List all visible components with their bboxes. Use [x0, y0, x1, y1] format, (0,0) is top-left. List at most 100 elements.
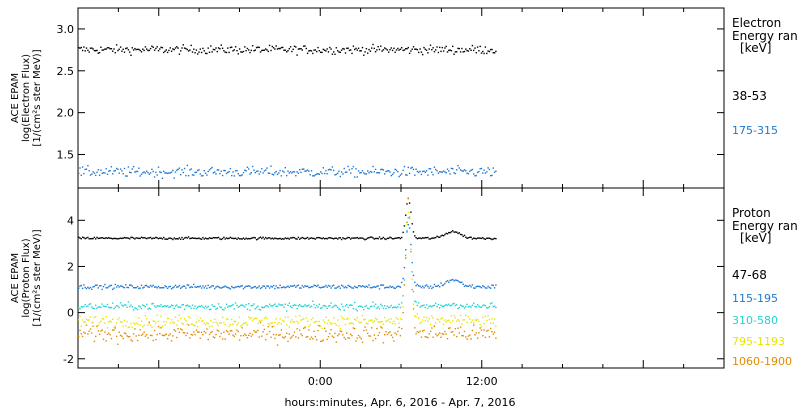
point-1-3-241	[393, 320, 395, 323]
point-1-1-70	[169, 285, 171, 288]
point-1-3-238	[389, 321, 391, 323]
point-1-3-283	[448, 319, 450, 321]
point-1-4-256	[412, 308, 415, 310]
point-1-4-180	[313, 330, 315, 333]
point-0-0-279	[442, 50, 445, 52]
point-1-1-16	[98, 285, 101, 287]
point-1-0-94	[200, 238, 203, 240]
point-1-2-20	[104, 305, 106, 308]
point-0-0-239	[390, 47, 392, 49]
point-1-0-147	[270, 238, 272, 240]
point-0-0-126	[242, 50, 245, 53]
point-1-1-27	[113, 287, 115, 289]
point-1-0-116	[229, 236, 232, 239]
point-0-1-28	[114, 169, 116, 172]
point-1-0-49	[142, 237, 144, 239]
point-1-0-314	[488, 237, 491, 239]
point-1-2-309	[482, 304, 484, 307]
proton-ylabel-line3: [1/(cm²s ster MeV)]	[32, 229, 43, 326]
point-0-1-220	[365, 173, 368, 175]
point-1-0-270	[431, 237, 433, 239]
point-1-4-109	[220, 332, 222, 335]
point-0-0-292	[459, 51, 462, 53]
point-1-3-280	[444, 319, 446, 321]
point-0-1-70	[169, 172, 171, 174]
point-1-4-207	[348, 337, 351, 339]
point-0-0-94	[200, 51, 203, 54]
point-1-4-6	[85, 324, 88, 326]
point-0-0-234	[384, 47, 386, 49]
point-1-1-284	[449, 279, 451, 282]
point-1-0-165	[293, 237, 296, 239]
point-0-0-97	[204, 52, 207, 55]
point-1-4-189	[325, 330, 327, 332]
point-1-4-86	[190, 333, 192, 336]
point-1-3-146	[268, 323, 271, 326]
point-1-1-274	[436, 285, 438, 287]
point-1-3-80	[182, 323, 184, 325]
point-1-1-311	[484, 287, 487, 289]
point-1-4-29	[115, 335, 118, 338]
electron-ticks: 1.52.02.53.0	[57, 8, 725, 188]
point-1-0-74	[174, 238, 177, 240]
point-1-4-21	[105, 340, 107, 342]
point-1-4-142	[263, 328, 266, 331]
point-1-1-113	[225, 286, 228, 288]
point-1-4-188	[323, 327, 326, 329]
point-1-4-186	[321, 340, 323, 342]
point-1-4-290	[457, 327, 459, 329]
point-1-0-107	[217, 236, 220, 239]
point-1-3-234	[384, 316, 386, 319]
point-1-4-166	[295, 336, 297, 338]
point-0-1-30	[117, 168, 119, 170]
point-1-2-217	[361, 306, 364, 309]
point-1-0-264	[423, 237, 425, 239]
point-0-0-6	[85, 47, 88, 49]
point-1-3-149	[272, 325, 275, 327]
point-1-1-202	[342, 285, 344, 287]
point-1-4-203	[343, 336, 345, 339]
point-1-2-179	[312, 300, 314, 302]
point-1-1-255	[411, 261, 413, 264]
point-1-1-150	[274, 287, 276, 290]
point-1-4-87	[191, 334, 194, 336]
point-1-3-264	[423, 316, 425, 318]
point-1-3-150	[274, 321, 276, 324]
point-1-2-313	[487, 307, 489, 309]
point-1-3-274	[436, 318, 438, 320]
point-1-3-208	[350, 322, 352, 324]
point-0-1-49	[142, 172, 144, 174]
point-1-0-205	[346, 237, 348, 239]
point-1-4-150	[274, 337, 276, 340]
point-0-1-146	[268, 172, 271, 174]
point-1-3-275	[437, 319, 440, 321]
point-0-0-193	[330, 48, 332, 50]
point-1-4-0	[78, 335, 80, 338]
point-1-4-75	[176, 336, 178, 339]
point-1-0-58	[153, 237, 156, 239]
point-1-4-312	[486, 330, 488, 332]
point-1-2-306	[478, 305, 480, 307]
point-1-1-145	[267, 285, 269, 287]
point-1-4-293	[461, 334, 463, 337]
point-1-1-254	[410, 243, 412, 246]
point-1-0-198	[337, 238, 339, 240]
point-0-1-69	[168, 172, 170, 174]
point-0-1-235	[385, 170, 387, 173]
point-0-0-184	[318, 50, 320, 52]
point-0-0-2	[80, 46, 82, 49]
point-0-0-250	[405, 48, 407, 50]
point-0-1-121	[236, 169, 238, 172]
point-1-2-175	[306, 305, 309, 307]
point-0-1-103	[212, 172, 215, 174]
point-0-0-221	[367, 52, 369, 54]
point-0-0-181	[314, 49, 317, 51]
point-1-1-162	[289, 285, 292, 287]
point-1-2-103	[212, 305, 215, 308]
point-0-0-223	[369, 50, 372, 52]
point-0-1-73	[173, 177, 175, 179]
point-0-1-284	[449, 173, 451, 175]
point-1-3-299	[469, 318, 471, 320]
point-1-1-158	[284, 287, 286, 289]
electron-ylabel-line1: ACE EPAM	[10, 73, 21, 123]
